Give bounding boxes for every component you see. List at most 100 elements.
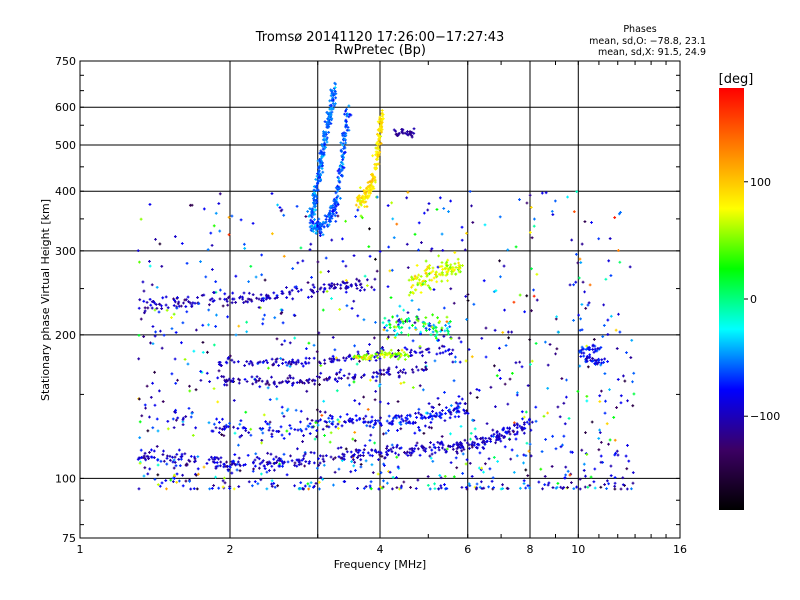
data-point xyxy=(358,199,362,203)
data-point xyxy=(501,331,505,334)
data-point xyxy=(395,443,399,447)
data-point xyxy=(413,232,417,236)
data-point xyxy=(607,259,611,263)
data-point xyxy=(228,485,232,488)
data-point xyxy=(422,211,426,215)
data-point xyxy=(142,454,146,458)
data-point xyxy=(443,390,446,394)
data-point xyxy=(237,377,240,381)
data-point xyxy=(185,310,189,314)
data-point xyxy=(268,296,271,300)
data-point xyxy=(394,451,397,455)
data-point xyxy=(373,449,377,453)
data-point xyxy=(503,445,507,449)
data-point xyxy=(339,368,343,372)
data-point xyxy=(221,479,225,483)
data-point xyxy=(289,376,292,380)
data-point xyxy=(221,417,224,421)
data-point xyxy=(322,463,326,467)
data-point xyxy=(343,359,347,363)
data-point xyxy=(436,316,439,320)
data-point xyxy=(207,308,211,312)
data-point xyxy=(171,480,175,484)
data-point xyxy=(228,421,231,425)
data-point xyxy=(526,484,530,488)
data-point xyxy=(418,384,422,388)
data-point xyxy=(328,104,332,107)
data-point xyxy=(441,443,445,447)
data-point xyxy=(397,131,401,135)
data-point xyxy=(212,422,216,426)
data-point xyxy=(345,412,349,416)
data-point xyxy=(226,425,230,429)
data-point xyxy=(258,385,262,389)
data-point xyxy=(444,349,448,353)
data-point xyxy=(453,251,457,254)
data-point xyxy=(318,169,321,173)
data-point xyxy=(397,349,400,352)
data-point xyxy=(518,360,522,364)
data-point xyxy=(291,297,295,301)
data-point xyxy=(334,82,337,86)
data-point xyxy=(419,291,423,294)
data-point xyxy=(336,418,340,422)
data-point xyxy=(377,153,381,157)
data-point xyxy=(349,450,353,454)
data-point xyxy=(609,314,613,318)
data-point xyxy=(432,443,436,447)
data-point xyxy=(328,212,332,216)
data-point xyxy=(286,381,289,384)
data-point xyxy=(387,429,390,433)
data-point xyxy=(355,277,359,281)
data-point xyxy=(363,444,367,448)
data-point xyxy=(344,141,348,145)
data-point xyxy=(451,265,455,269)
data-point xyxy=(393,329,397,332)
data-point xyxy=(370,463,374,467)
data-point xyxy=(378,250,382,253)
data-point xyxy=(575,485,579,489)
data-point xyxy=(399,446,403,450)
data-point xyxy=(518,424,522,428)
data-point xyxy=(567,417,571,420)
data-point xyxy=(396,357,400,361)
data-point xyxy=(317,331,321,335)
data-point xyxy=(143,456,147,460)
data-point xyxy=(316,260,320,264)
data-point xyxy=(422,324,425,328)
data-point xyxy=(310,215,314,219)
data-point xyxy=(368,227,371,231)
data-point xyxy=(504,344,508,347)
data-point xyxy=(352,464,356,468)
data-point xyxy=(427,415,431,419)
data-point xyxy=(369,487,373,491)
data-point xyxy=(139,317,143,321)
data-point xyxy=(173,300,177,304)
data-point xyxy=(428,266,431,270)
data-point xyxy=(350,460,354,463)
data-point xyxy=(398,355,402,359)
data-point xyxy=(148,415,151,419)
data-point xyxy=(370,415,374,419)
data-point xyxy=(223,383,226,387)
data-point xyxy=(380,121,383,125)
data-point xyxy=(417,407,421,411)
data-point xyxy=(409,486,412,489)
data-point xyxy=(344,219,347,223)
data-point xyxy=(363,288,366,292)
data-point xyxy=(416,447,420,451)
data-point xyxy=(495,430,499,433)
data-point xyxy=(505,486,509,490)
data-point xyxy=(332,93,336,97)
data-point xyxy=(263,278,267,282)
data-point xyxy=(274,360,278,364)
data-point xyxy=(465,441,469,445)
data-point xyxy=(514,437,518,441)
data-point xyxy=(334,356,338,360)
data-point xyxy=(275,337,279,341)
data-point xyxy=(395,476,398,479)
data-point xyxy=(309,451,313,454)
data-point xyxy=(226,303,230,307)
data-point xyxy=(323,362,327,365)
data-point xyxy=(307,381,311,385)
